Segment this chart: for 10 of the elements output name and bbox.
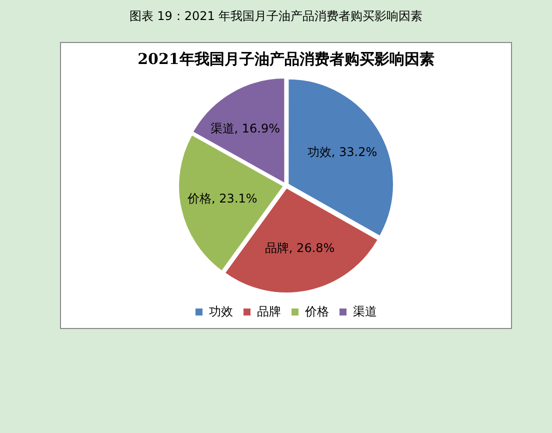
data-label: 价格, 23.1% bbox=[186, 192, 258, 206]
chart-title: 2021年我国月子油产品消费者购买影响因素 bbox=[138, 50, 434, 68]
text: 图表 19：2021 年我国月子油产品消费者购买影响因素 bbox=[128, 8, 424, 25]
data-label: 渠道, 16.9% bbox=[210, 121, 280, 136]
data-label: 品牌, 26.8% bbox=[264, 241, 335, 256]
legend-label: 价格 bbox=[304, 304, 329, 318]
legend-label: 功效 bbox=[209, 304, 233, 318]
legend-label: 品牌 bbox=[257, 304, 281, 318]
data-label: 功效, 33.2% bbox=[307, 144, 378, 159]
legend-label: 渠道 bbox=[353, 304, 377, 318]
